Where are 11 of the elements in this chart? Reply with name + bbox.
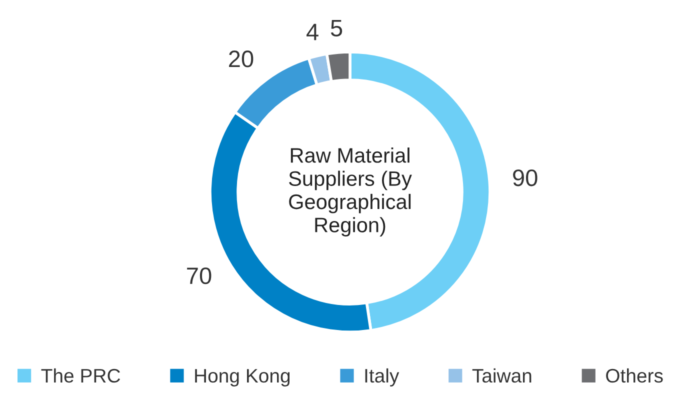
legend-label: Others (606, 368, 663, 383)
legend-label: Italy (365, 368, 400, 386)
text: Raw Material Suppliers (By Geographical Region) (289, 147, 412, 237)
legend-label: Hong Kong (195, 369, 290, 386)
data-label: 90 (513, 169, 538, 186)
data-label: 5 (330, 20, 342, 36)
data-label: 4 (306, 24, 318, 40)
data-label: 70 (187, 267, 212, 284)
data-label: 20 (229, 50, 254, 68)
legend-label: Taiwan (472, 368, 532, 383)
legend-label: The PRC (41, 368, 120, 383)
